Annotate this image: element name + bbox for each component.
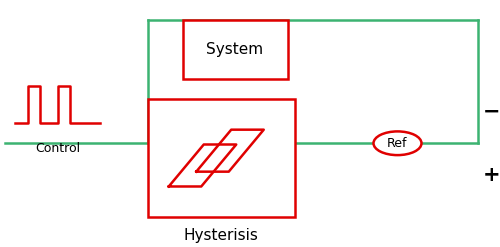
- Text: −: −: [483, 101, 500, 121]
- Bar: [148, 99, 295, 217]
- Bar: [182, 20, 288, 79]
- Text: +: +: [482, 165, 500, 185]
- Text: Ref: Ref: [387, 137, 408, 150]
- Circle shape: [374, 131, 422, 155]
- Text: Hysterisis: Hysterisis: [184, 228, 258, 243]
- Text: Control: Control: [35, 142, 80, 155]
- Text: System: System: [206, 42, 264, 57]
